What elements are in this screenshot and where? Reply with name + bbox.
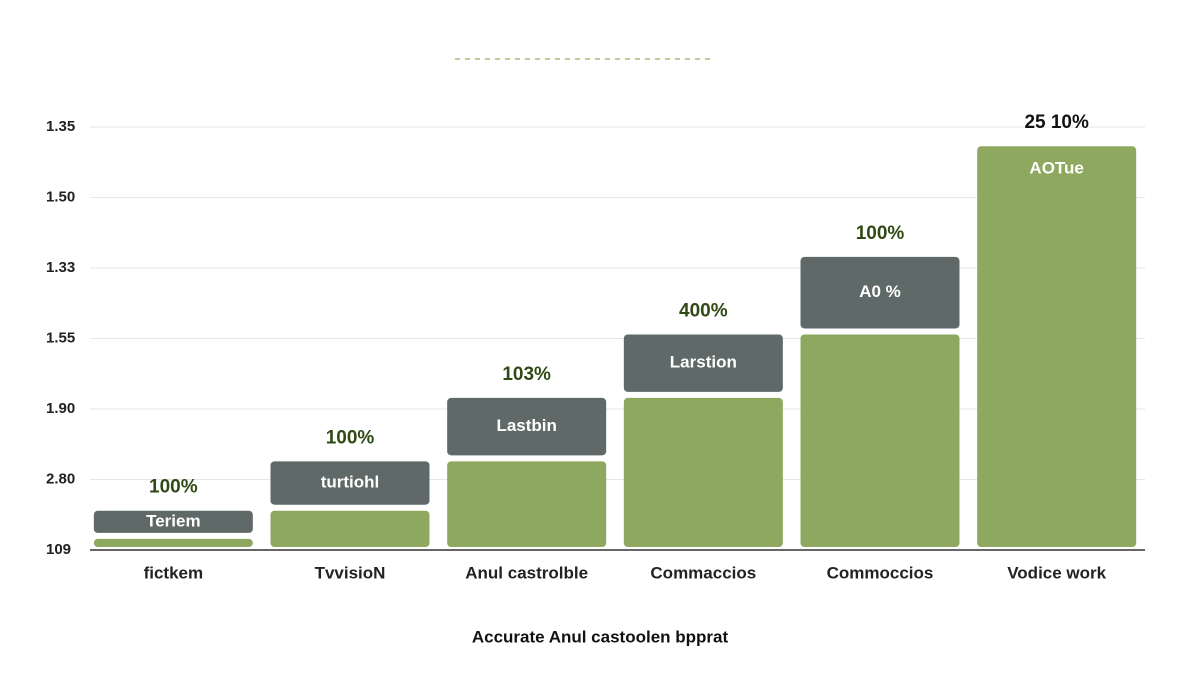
- segment-label: Teriem: [146, 511, 201, 530]
- y-tick-label: 1.33: [46, 259, 75, 276]
- segment-label: AOTue: [1029, 159, 1083, 178]
- bar-segment: [623, 397, 783, 547]
- x-tick-label: Vodice work: [1007, 563, 1106, 582]
- x-tick-label: Anul castrolble: [465, 563, 588, 582]
- bar-annotation: 100%: [856, 223, 905, 244]
- bar-segment: [270, 461, 430, 505]
- bar-annotation: 103%: [502, 364, 551, 385]
- segment-label: turtiohl: [321, 473, 380, 492]
- bar-segment: [623, 334, 783, 392]
- x-tick-label: Commaccios: [650, 563, 756, 582]
- segment-label: A0 %: [859, 282, 901, 301]
- x-tick-label: TvvisioN: [315, 563, 386, 582]
- bar-segment: [800, 256, 960, 329]
- bar-annotation: 400%: [679, 300, 728, 321]
- bar-segment: [800, 334, 960, 547]
- y-tick-label: 2.80: [46, 470, 75, 487]
- bar-annotation: 100%: [326, 427, 375, 448]
- segment-label: Lastbin: [496, 416, 556, 435]
- y-tick-label: 1.35: [46, 118, 75, 135]
- x-axis-title: Accurate Anul castoolen bpprat: [472, 627, 729, 646]
- x-tick-label: Commoccios: [827, 563, 934, 582]
- bar-segment: [977, 146, 1137, 547]
- bar-annotation: 100%: [149, 477, 198, 498]
- bar-segment: [93, 538, 253, 547]
- bar-annotation: 25 10%: [1024, 112, 1089, 133]
- y-tick-label: 1.90: [46, 400, 75, 417]
- y-tick-label: 1.50: [46, 188, 75, 205]
- y-tick-label: 109: [46, 541, 71, 558]
- y-tick-label: 1.55: [46, 329, 75, 346]
- x-tick-label: fictkem: [144, 563, 204, 582]
- bar-segment: [447, 461, 607, 547]
- segment-label: Larstion: [670, 353, 737, 372]
- bar-segment: [93, 510, 253, 533]
- bar-segment: [270, 510, 430, 547]
- bar-segment: [447, 397, 607, 456]
